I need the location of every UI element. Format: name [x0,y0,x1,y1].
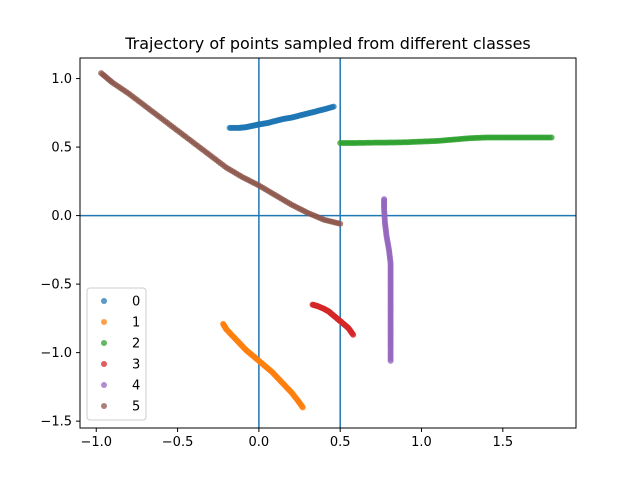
series-2 [337,134,555,146]
series-0 [226,103,337,131]
x-tick-label: 1.0 [411,435,432,450]
legend-label: 4 [132,379,140,394]
plot-area-frame [79,57,577,429]
x-tick-label: −0.5 [162,435,194,450]
series-3 [309,301,357,338]
legend-item: 1 [101,316,140,331]
legend-item: 3 [101,358,140,373]
data-point [387,357,394,364]
x-tick-label: 1.5 [492,435,513,450]
data-point [337,220,344,227]
data-point [350,331,357,338]
reference-lines [80,58,576,428]
legend-label: 0 [132,295,140,310]
legend: 0 1 2 3 4 5 [86,287,147,421]
data-point [548,134,555,141]
series-4 [381,196,394,364]
y-tick-label: −0.5 [40,278,72,293]
legend-marker [101,361,107,367]
x-axis-ticks: −1.0 −0.5 0.0 0.5 1.0 1.5 [80,428,513,450]
y-axis-ticks: −1.5 −1.0 −0.5 0.0 0.5 1.0 [40,72,80,430]
legend-marker [101,319,107,325]
y-tick-label: −1.5 [40,415,72,430]
data-point [299,404,306,411]
legend-label: 2 [132,337,140,352]
legend-item: 2 [101,337,140,352]
y-tick-label: 1.0 [51,72,72,87]
legend-item: 5 [101,400,140,415]
y-tick-label: −1.0 [40,346,72,361]
legend-marker [101,340,107,346]
legend-marker [101,382,107,388]
series-5 [98,70,344,227]
y-tick-label: 0.5 [51,141,72,156]
series-1 [220,320,306,411]
legend-marker [101,403,107,409]
y-tick-label: 0.0 [51,209,72,224]
x-tick-label: 0.0 [249,435,270,450]
data-point [330,103,337,110]
data-points [98,70,555,411]
legend-label: 3 [132,358,140,373]
legend-item: 0 [101,295,140,310]
chart-title: Trajectory of points sampled from differ… [124,34,531,53]
legend-label: 5 [132,400,140,415]
x-tick-label: −1.0 [80,435,112,450]
legend-item: 4 [101,379,140,394]
legend-label: 1 [132,316,140,331]
legend-marker [101,298,107,304]
x-tick-label: 0.5 [330,435,351,450]
